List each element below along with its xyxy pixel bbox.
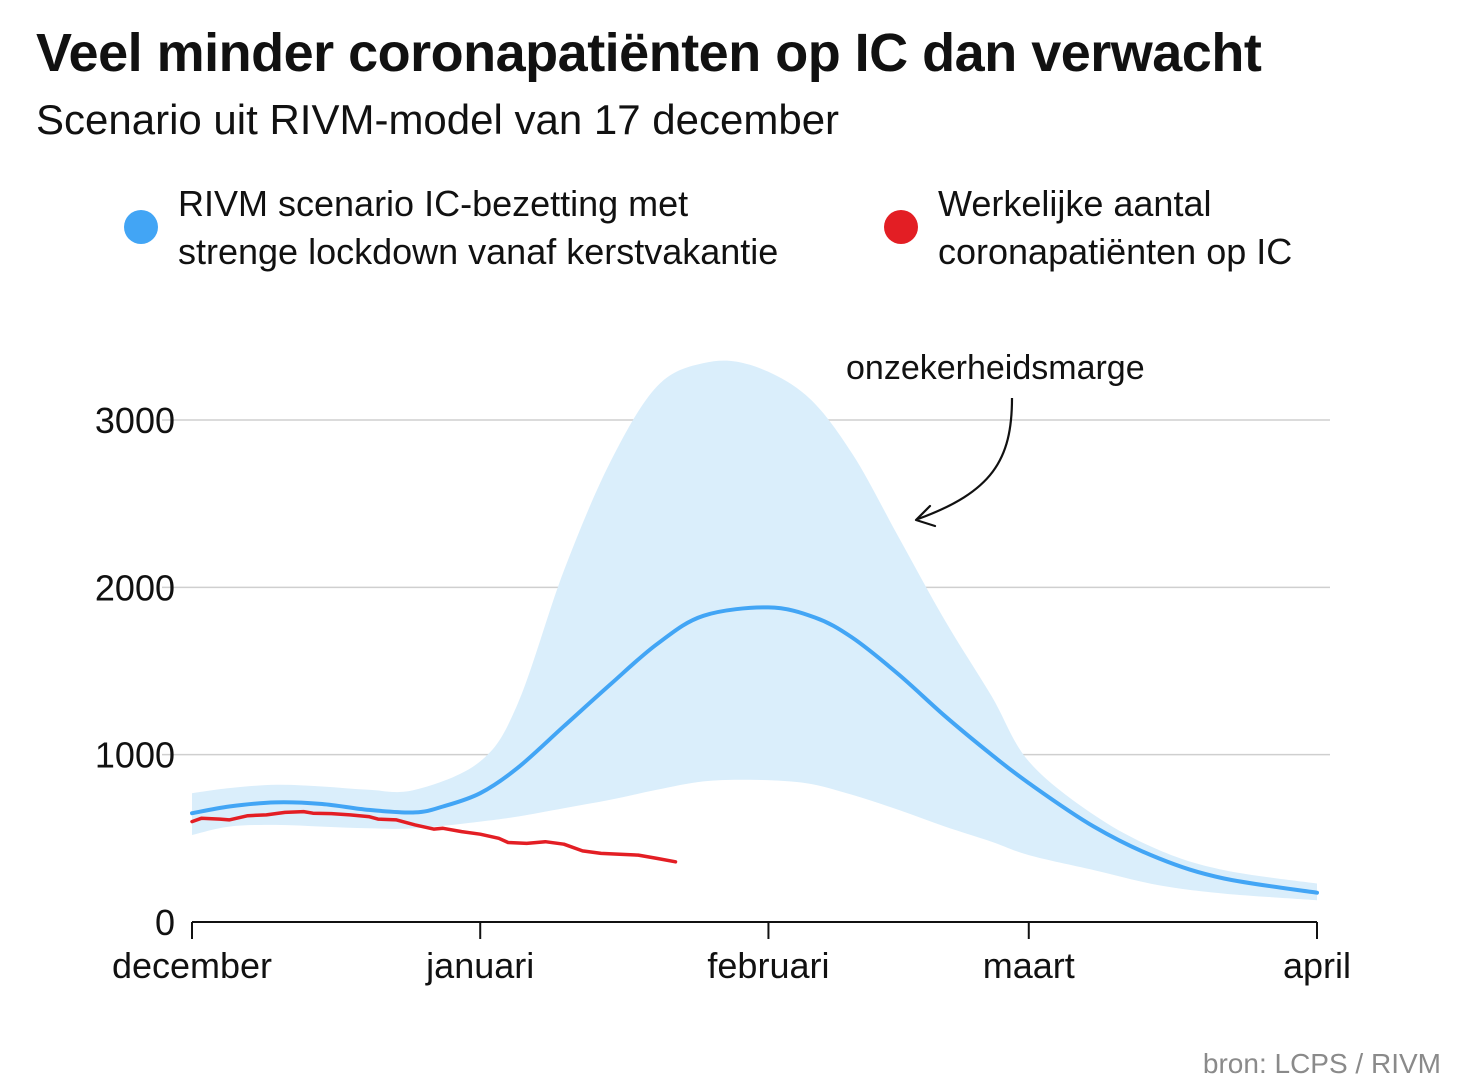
source-note: bron: LCPS / RIVM: [1202, 1048, 1441, 1079]
uncertainty-band: [192, 360, 1317, 901]
legend-label-line: strenge lockdown vanaf kerstvakantie: [178, 231, 779, 272]
annotation: onzekerheidsmarge: [846, 349, 1145, 528]
y-tick-label: 0: [155, 902, 175, 943]
y-tick-label: 2000: [95, 567, 175, 608]
series-layer: [190, 605, 1319, 895]
x-tick-label: januari: [425, 945, 534, 986]
x-tick-label: februari: [707, 945, 829, 986]
annotation-arrowhead-icon: [914, 504, 937, 528]
x-tick-label: maart: [983, 945, 1075, 986]
annotation-arrow: [917, 397, 1014, 521]
uncertainty-band-layer: [192, 360, 1317, 901]
y-tick-label: 3000: [95, 400, 175, 441]
chart-subtitle: Scenario uit RIVM-model van 17 december: [36, 96, 840, 143]
legend-item-scenario: RIVM scenario IC-bezetting met strenge l…: [124, 180, 778, 276]
y-axis-labels: 0 1000 2000 3000: [95, 400, 175, 943]
legend-label-line: coronapatiënten op IC: [938, 231, 1293, 272]
x-tick-label: december: [112, 945, 272, 986]
x-axis: december januari februari maart april: [112, 921, 1351, 986]
legend-dot-blue: [124, 210, 158, 244]
legend-label-actual: Werkelijke aantal coronapatiënten op IC: [938, 180, 1292, 276]
legend-label-line: RIVM scenario IC-bezetting met: [178, 183, 689, 224]
legend-dot-red: [884, 210, 918, 244]
legend-label-line: Werkelijke aantal: [938, 183, 1212, 224]
annotation-label: onzekerheidsmarge: [846, 349, 1145, 387]
actual-line: [190, 809, 678, 864]
legend-item-actual: Werkelijke aantal coronapatiënten op IC: [884, 180, 1292, 276]
y-tick-label: 1000: [95, 735, 175, 776]
x-tick-label: april: [1283, 945, 1351, 986]
chart-title: Veel minder coronapatiënten op IC dan ve…: [36, 23, 1262, 83]
legend-label-scenario: RIVM scenario IC-bezetting met strenge l…: [178, 180, 778, 276]
scenario-line: [190, 605, 1319, 895]
